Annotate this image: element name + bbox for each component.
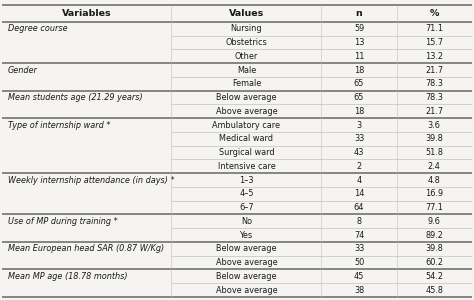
Text: 3: 3: [356, 121, 362, 130]
Text: Below average: Below average: [216, 272, 277, 281]
Text: 11: 11: [354, 52, 364, 61]
Text: Mean MP age (18.78 months): Mean MP age (18.78 months): [8, 272, 128, 281]
Text: 71.1: 71.1: [425, 24, 443, 33]
Text: Other: Other: [235, 52, 258, 61]
Text: 14: 14: [354, 189, 364, 198]
Text: 38: 38: [354, 286, 364, 295]
Text: 33: 33: [354, 244, 364, 253]
Text: 21.7: 21.7: [425, 65, 443, 74]
Text: 16.9: 16.9: [425, 189, 443, 198]
Text: Obstetrics: Obstetrics: [226, 38, 267, 47]
Text: 78.3: 78.3: [425, 79, 443, 88]
Text: 1–3: 1–3: [239, 176, 254, 184]
Text: No: No: [241, 217, 252, 226]
Text: 89.2: 89.2: [425, 231, 443, 240]
Text: Intensive care: Intensive care: [218, 162, 275, 171]
Text: 54.2: 54.2: [425, 272, 443, 281]
Text: 18: 18: [354, 65, 364, 74]
Text: 45.8: 45.8: [425, 286, 443, 295]
Text: Above average: Above average: [216, 107, 277, 116]
Text: 13.2: 13.2: [425, 52, 443, 61]
Text: 21.7: 21.7: [425, 107, 443, 116]
Text: 13: 13: [354, 38, 364, 47]
Text: Female: Female: [232, 79, 261, 88]
Text: 74: 74: [354, 231, 364, 240]
Text: 77.1: 77.1: [425, 203, 443, 212]
Text: Type of internship ward *: Type of internship ward *: [8, 121, 110, 130]
Text: Degree course: Degree course: [8, 24, 68, 33]
Text: 4–5: 4–5: [239, 189, 254, 198]
Text: %: %: [429, 9, 439, 18]
Text: Mean European head SAR (0.87 W/Kg): Mean European head SAR (0.87 W/Kg): [8, 244, 164, 253]
Text: 6–7: 6–7: [239, 203, 254, 212]
Text: Above average: Above average: [216, 286, 277, 295]
Text: Medical ward: Medical ward: [219, 134, 273, 143]
Text: 2: 2: [356, 162, 362, 171]
Text: Yes: Yes: [240, 231, 253, 240]
Text: Surgical ward: Surgical ward: [219, 148, 274, 157]
Text: 4.8: 4.8: [428, 176, 440, 184]
Text: Above average: Above average: [216, 258, 277, 267]
Text: Mean students age (21.29 years): Mean students age (21.29 years): [8, 93, 143, 102]
Text: 9.6: 9.6: [428, 217, 440, 226]
Text: 60.2: 60.2: [425, 258, 443, 267]
Text: 50: 50: [354, 258, 364, 267]
Text: 4: 4: [356, 176, 362, 184]
Text: Values: Values: [229, 9, 264, 18]
Text: 3.6: 3.6: [428, 121, 440, 130]
Text: 65: 65: [354, 79, 364, 88]
Text: 78.3: 78.3: [425, 93, 443, 102]
Text: 65: 65: [354, 93, 364, 102]
Text: 43: 43: [354, 148, 364, 157]
Text: Below average: Below average: [216, 93, 277, 102]
Text: 39.8: 39.8: [425, 244, 443, 253]
Text: Below average: Below average: [216, 244, 277, 253]
Text: 8: 8: [356, 217, 362, 226]
Text: 33: 33: [354, 134, 364, 143]
Text: 45: 45: [354, 272, 364, 281]
Text: Ambulatory care: Ambulatory care: [212, 121, 281, 130]
Text: 15.7: 15.7: [425, 38, 443, 47]
Text: n: n: [356, 9, 363, 18]
Text: 39.8: 39.8: [425, 134, 443, 143]
Text: 2.4: 2.4: [428, 162, 440, 171]
Text: 59: 59: [354, 24, 364, 33]
Text: Variables: Variables: [62, 9, 112, 18]
Text: 51.8: 51.8: [425, 148, 443, 157]
Text: 18: 18: [354, 107, 364, 116]
Text: Nursing: Nursing: [230, 24, 262, 33]
Text: Gender: Gender: [8, 65, 38, 74]
Text: Use of MP during training *: Use of MP during training *: [8, 217, 118, 226]
Text: 64: 64: [354, 203, 364, 212]
Text: Male: Male: [237, 65, 256, 74]
Text: Weekly internship attendance (in days) *: Weekly internship attendance (in days) *: [8, 176, 175, 184]
